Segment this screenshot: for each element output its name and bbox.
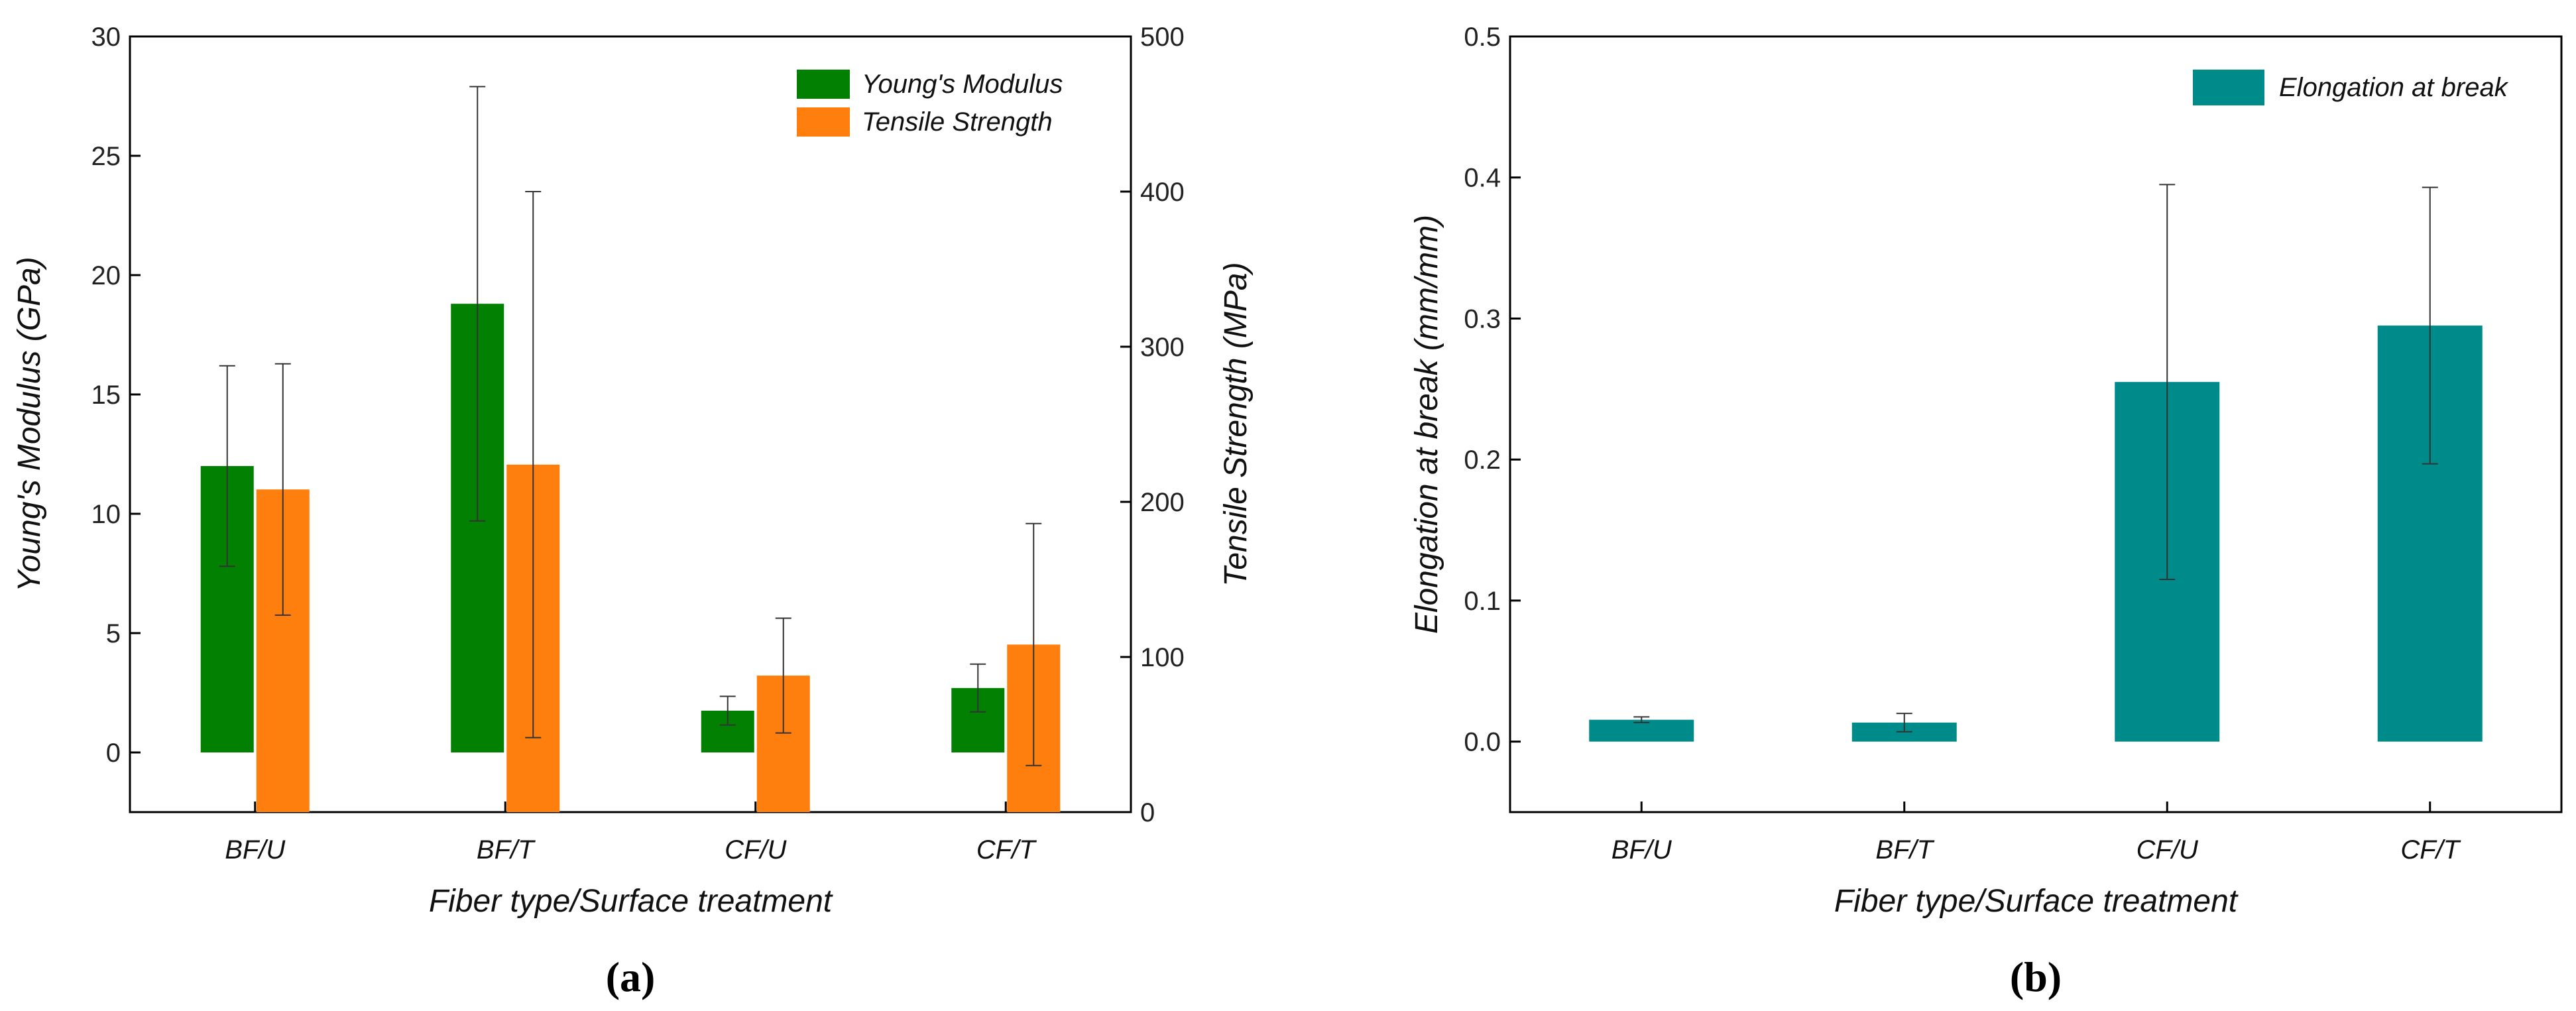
- legend-label-youngs-modulus: Young's Modulus: [862, 70, 1063, 99]
- panel-b-xtick-label-bf-t: BF/T: [1875, 835, 1934, 864]
- legend-swatch-tensile-strength: [797, 107, 850, 137]
- panel-a-y2tick-label: 500: [1140, 23, 1185, 52]
- panel-b-ytick-label: 0.0: [1464, 728, 1501, 757]
- panel-b-xtick-label-bf-u: BF/U: [1611, 835, 1672, 864]
- panel-b-ytick-label: 0.5: [1464, 23, 1501, 52]
- panel-b-y-axis-label: Elongation at break (mm/mm): [1409, 215, 1444, 634]
- panel-b-ytick-label: 0.3: [1464, 304, 1501, 333]
- panel-a-label: (a): [606, 953, 656, 1000]
- panel-a-x-axis-label: Fiber type/Surface treatment: [429, 884, 833, 919]
- panel-b-plot-frame: [1509, 35, 2563, 813]
- panel-b-x-axis-label: Fiber type/Surface treatment: [1834, 884, 2239, 919]
- legend-label-elongation: Elongation at break: [2279, 73, 2509, 102]
- panel-b-bar-elongation-at-break-bf-u: [1589, 719, 1694, 742]
- panel-b-label: (b): [2010, 953, 2062, 1000]
- panel-b-xtick-label-cf-u: CF/U: [2137, 835, 2199, 864]
- panel-a-plot-frame: [129, 35, 1132, 813]
- panel-a-ytick-label: 25: [91, 142, 121, 171]
- panel-a-ytick-label: 20: [91, 261, 121, 290]
- panel-b-ytick-label: 0.4: [1464, 164, 1501, 193]
- panel-a-ytick-label: 5: [106, 619, 121, 648]
- panel-a-ytick-label: 10: [91, 500, 121, 529]
- panel-b-ytick-label: 0.2: [1464, 446, 1501, 475]
- panel-a-y2tick-label: 200: [1140, 488, 1185, 517]
- panel-a-legend: Young's Modulus Tensile Strength: [797, 70, 1063, 137]
- panel-b-ytick-label: 0.1: [1464, 587, 1501, 616]
- panel-a-xtick-label-cf-t: CF/T: [976, 835, 1037, 864]
- panel-a-y-axis-label: Young's Modulus (GPa): [12, 257, 47, 591]
- panel-a-xtick-label-cf-u: CF/U: [725, 835, 787, 864]
- panel-a-y2-axis-label: Tensile Strength (MPa): [1218, 262, 1254, 586]
- panel-a-y2tick-label: 300: [1140, 333, 1185, 362]
- panel-a-ytick-label: 0: [106, 739, 121, 768]
- panel-a-ytick-label: 30: [91, 23, 121, 52]
- legend-swatch-youngs-modulus: [797, 70, 850, 99]
- legend-swatch-elongation: [2193, 70, 2264, 105]
- panel-a-y2tick-label: 400: [1140, 178, 1185, 207]
- panel-b-chart: 0.0 0.1 0.2 0.3 0.4 0.5 BF/U BF/T CF/U CF/T Fiber…: [1409, 23, 2563, 1000]
- panel-a-y2tick-label: 0: [1140, 798, 1155, 827]
- panel-a-xtick-label-bf-t: BF/T: [477, 835, 536, 864]
- panel-a-xtick-label-bf-u: BF/U: [225, 835, 286, 864]
- panel-a-y2tick-label: 100: [1140, 643, 1185, 672]
- panel-b-legend: Elongation at break: [2193, 70, 2509, 105]
- legend-label-tensile-strength: Tensile Strength: [862, 107, 1053, 137]
- panel-a-ytick-label: 15: [91, 381, 121, 410]
- panel-b-xtick-label-cf-t: CF/T: [2400, 835, 2461, 864]
